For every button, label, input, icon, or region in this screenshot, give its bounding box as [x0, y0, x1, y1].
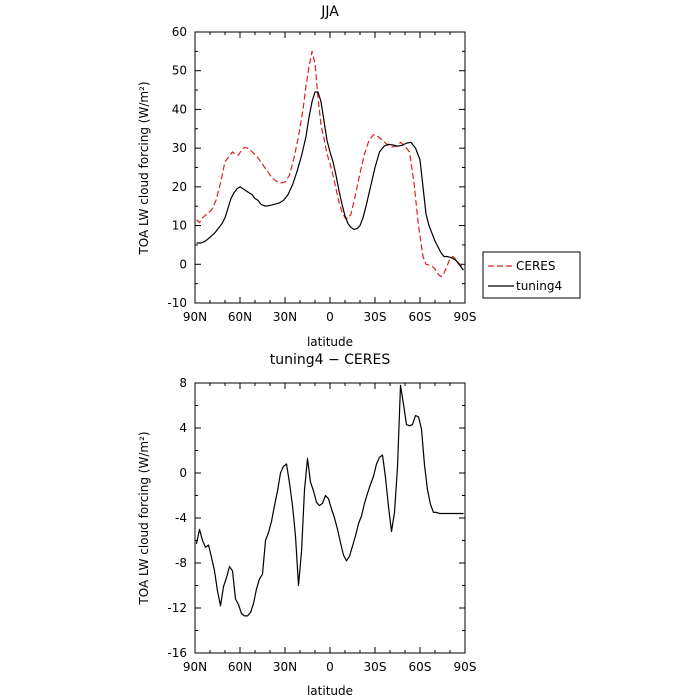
x-tick-label: 90N [183, 310, 207, 324]
chart-title-top: JJA [320, 4, 339, 20]
legend-label-ceres: CERES [516, 259, 556, 273]
panel-difference: tuning4 − CERES latitude TOA LW cloud fo… [137, 352, 476, 698]
x-tick-label: 60N [228, 660, 252, 674]
ticks-bottom: 90N 60N 30N 0 30S 60S 90S 8 4 0 -4 -8 -12 -16 [167, 376, 476, 674]
x-axis-title-bottom: latitude [307, 684, 353, 698]
x-tick-label: 30S [364, 310, 387, 324]
y-tick-label: 0 [179, 466, 187, 480]
plot-frame-bottom [194, 382, 466, 654]
y-tick-label: 40 [172, 102, 187, 116]
x-tick-label: 0 [326, 310, 334, 324]
x-tick-label: 60S [409, 660, 432, 674]
plot-frame-top [194, 31, 466, 304]
y-tick-label: 4 [179, 421, 187, 435]
legend-label-tuning4: tuning4 [516, 279, 562, 293]
y-tick-label: 60 [172, 25, 187, 39]
y-tick-label: -4 [175, 511, 187, 525]
y-axis-title-bottom: TOA LW cloud forcing (W/m²) [137, 431, 151, 605]
y-tick-label: 50 [172, 64, 187, 78]
legend-box [482, 251, 581, 299]
chart-title-bottom: tuning4 − CERES [270, 352, 391, 368]
x-tick-label: 30N [273, 310, 297, 324]
series-line-tuning4 [196, 91, 464, 271]
x-tick-label: 30S [364, 660, 387, 674]
x-axis-title-top: latitude [307, 335, 353, 349]
y-tick-label: 8 [179, 376, 187, 390]
y-tick-label: 20 [172, 180, 187, 194]
x-tick-label: 60S [409, 310, 432, 324]
panel-jja: JJA latitude TOA LW cloud forcing (W/m²)… [137, 4, 476, 349]
y-axis-title-top: TOA LW cloud forcing (W/m²) [137, 81, 151, 255]
series-line-ceres [196, 50, 464, 278]
y-tick-label: -12 [167, 601, 187, 615]
x-tick-label: 0 [326, 660, 334, 674]
x-tick-label: 90N [183, 660, 207, 674]
x-tick-label: 90S [454, 310, 477, 324]
y-tick-label: 0 [179, 257, 187, 271]
legend: CERES tuning4 [482, 251, 581, 299]
series-line-difference [195, 384, 464, 617]
series-bottom [195, 384, 464, 617]
y-tick-label: 10 [172, 219, 187, 233]
y-tick-label: -8 [175, 556, 187, 570]
y-tick-label: -10 [167, 296, 187, 310]
ticks-top: 90N 60N 30N 0 30S 60S 90S 60 50 40 30 20 10 0 -10 [167, 25, 476, 324]
x-tick-label: 90S [454, 660, 477, 674]
y-tick-label: -16 [167, 646, 187, 660]
x-tick-label: 30N [273, 660, 297, 674]
series-top [196, 50, 464, 278]
x-tick-label: 60N [228, 310, 252, 324]
y-tick-label: 30 [172, 141, 187, 155]
